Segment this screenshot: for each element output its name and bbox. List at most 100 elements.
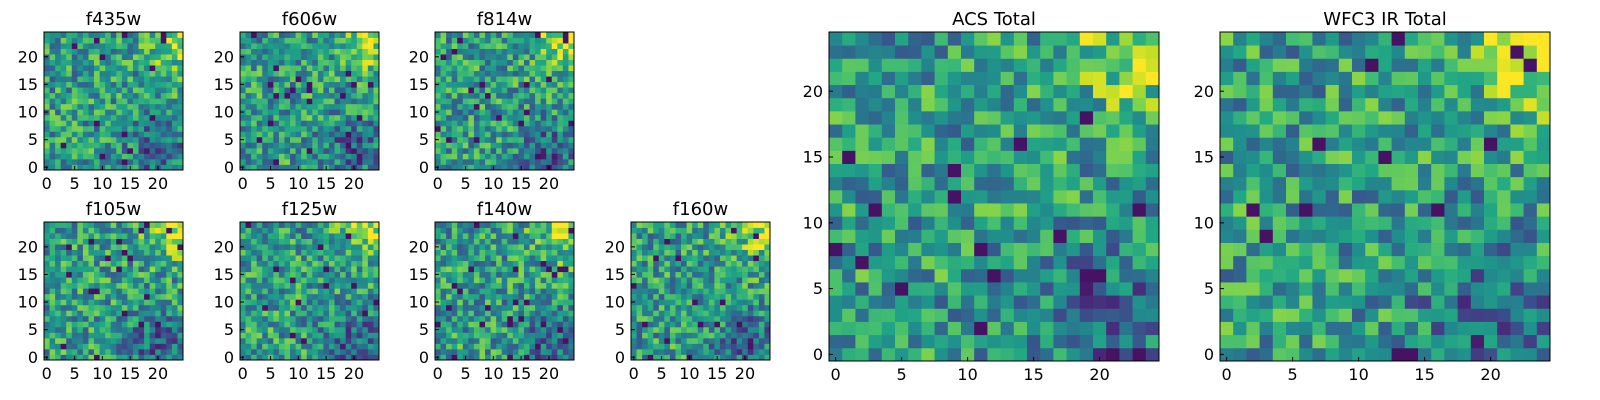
heatmap-cell: [82, 147, 89, 154]
heatmap-cell: [642, 260, 649, 267]
heatmap-cell: [1013, 163, 1028, 178]
heatmap-cell: [160, 304, 167, 311]
heatmap-cell: [71, 332, 78, 339]
heatmap-cell: [177, 153, 184, 160]
heatmap-cell: [121, 98, 128, 105]
heatmap-cell: [1027, 321, 1041, 336]
heatmap-cell: [451, 332, 458, 339]
heatmap-cell: [692, 222, 699, 228]
heatmap-cell: [116, 332, 123, 339]
heatmap-cell: [256, 136, 263, 143]
heatmap-cell: [496, 348, 503, 355]
heatmap-cell: [127, 131, 134, 138]
heatmap-cell: [468, 37, 475, 44]
heatmap-cell: [468, 76, 475, 83]
heatmap-cell: [267, 222, 274, 228]
heatmap-cell: [127, 59, 134, 66]
heatmap-cell: [908, 255, 922, 270]
heatmap-cell: [278, 103, 285, 110]
heatmap-cell: [512, 266, 519, 273]
heatmap-cell: [284, 293, 291, 300]
heatmap-cell: [345, 255, 352, 262]
heatmap-cell: [262, 158, 269, 165]
heatmap-cell: [334, 326, 341, 333]
heatmap-cell: [273, 354, 280, 361]
heatmap-cell: [987, 189, 1001, 204]
heatmap-cell: [764, 304, 771, 311]
heatmap-cell: [523, 65, 530, 72]
heatmap-cell: [468, 271, 475, 278]
heatmap-cell: [518, 59, 525, 66]
heatmap-cell: [1106, 229, 1120, 243]
heatmap-cell: [1040, 137, 1054, 151]
heatmap-cell: [518, 337, 525, 344]
heatmap-cell: [725, 266, 732, 273]
heatmap-cell: [127, 343, 134, 350]
heatmap-cell: [540, 136, 547, 143]
heatmap-cell: [523, 153, 530, 160]
heatmap-cell: [273, 310, 280, 317]
heatmap-cell: [435, 76, 441, 83]
heatmap-cell: [166, 321, 173, 328]
heatmap-cell: [323, 131, 330, 138]
heatmap-cell: [523, 337, 530, 344]
heatmap-cell: [60, 87, 67, 94]
heatmap-cell: [121, 81, 128, 88]
heatmap-cell: [1040, 189, 1054, 204]
heatmap-cell: [568, 153, 575, 160]
heatmap-cell: [753, 310, 760, 317]
heatmap-cell: [523, 315, 530, 322]
heatmap-cell: [468, 326, 475, 333]
heatmap-cell: [468, 266, 475, 273]
heatmap-cell: [490, 120, 497, 127]
heatmap-cell: [921, 268, 935, 283]
heatmap-cell: [758, 222, 765, 228]
heatmap-cell: [842, 282, 856, 296]
heatmap-cell: [105, 238, 112, 245]
heatmap-cell: [1000, 176, 1015, 191]
heatmap-cell: [132, 326, 139, 333]
heatmap-cell: [116, 87, 123, 94]
heatmap-cell: [362, 147, 369, 154]
heatmap-cell: [697, 348, 704, 355]
heatmap-cell: [273, 337, 280, 344]
heatmap-cell: [908, 203, 922, 217]
heatmap-cell: [94, 87, 100, 94]
heatmap-cell: [317, 125, 324, 132]
heatmap-cell: [306, 337, 313, 344]
heatmap-cell: [94, 131, 100, 138]
heatmap-cell: [60, 98, 67, 105]
heatmap-cell: [675, 277, 682, 284]
heatmap-cell: [490, 153, 497, 160]
heatmap-cell: [736, 266, 743, 273]
heatmap-cell: [1132, 242, 1147, 257]
heatmap-cell: [88, 293, 95, 300]
heatmap-cell: [714, 238, 721, 245]
heatmap-cell: [116, 354, 123, 361]
heatmap-cell: [166, 109, 173, 116]
heatmap-cell: [719, 310, 726, 317]
heatmap-cell: [692, 227, 699, 234]
heatmap-cell: [435, 142, 441, 149]
heatmap-cell: [440, 43, 447, 49]
heatmap-cell: [94, 222, 100, 228]
heatmap-cell: [947, 203, 962, 217]
heatmap-cell: [340, 326, 347, 333]
heatmap-cell: [49, 65, 56, 72]
heatmap-cell: [451, 76, 458, 83]
heatmap-cell: [278, 255, 285, 262]
heatmap-cell: [1132, 321, 1147, 336]
heatmap-cell: [479, 244, 486, 250]
heatmap-cell: [144, 343, 151, 350]
heatmap-cell: [312, 332, 319, 339]
heatmap-cell: [312, 238, 319, 245]
heatmap-cell: [747, 304, 754, 311]
heatmap-cell: [373, 76, 380, 83]
heatmap-cell: [703, 244, 710, 250]
heatmap-cell: [245, 43, 252, 49]
heatmap-cell: [121, 255, 128, 262]
heatmap-cell: [658, 244, 665, 250]
heatmap-cell: [367, 48, 374, 55]
heatmap-cell: [284, 98, 291, 105]
heatmap-cell: [1053, 216, 1067, 230]
